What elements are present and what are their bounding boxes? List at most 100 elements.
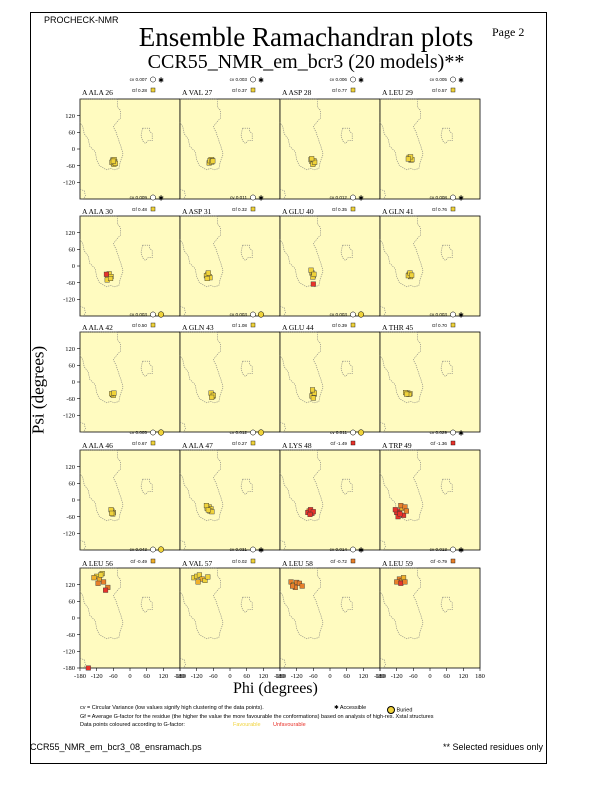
residue-label: A LYS 48 [282,441,312,450]
help-circle-icon [250,311,256,318]
colour-footnote: Data points coloured according to G-fact… [80,722,185,728]
data-point [310,281,316,287]
residue-label: A ALA 46 [82,441,113,450]
help-circle-icon [150,429,156,436]
residue-label: A GLN 41 [382,207,414,216]
y-tick-label: -180 [63,665,75,672]
edge-region-outline [279,306,286,317]
left-handed-region-outline [340,127,353,144]
edge-region-outline [379,189,386,200]
y-tick-label: -120 [63,413,75,420]
gf-value: Gf 0.39 [332,323,348,328]
data-point [299,583,305,589]
data-point [108,276,114,282]
panel-background [379,449,481,551]
y-tick-label: 0 [72,146,75,153]
data-point [202,578,208,584]
x-tick-label: -180 [374,673,386,680]
gf-value: Gf 0.35 [332,207,348,212]
y-tick-label: -60 [66,514,75,521]
gf-value: Gf 0.32 [232,207,248,212]
y-tick-label: 0 [72,497,75,504]
panel-background [79,215,181,317]
panel-background [79,98,181,200]
x-tick-label: 120 [258,673,268,680]
cv-value: cv 0.003 [330,312,348,317]
left-handed-region-outline [140,127,153,144]
data-point [95,580,101,586]
gf-value: Gf 0.77 [332,88,348,93]
cv-value: cv 0.003 [230,77,248,82]
gf-value: Gf -1.36 [430,441,447,446]
help-circle-icon [150,311,156,318]
edge-region-outline [79,658,86,669]
x-tick-label: 120 [458,673,468,680]
data-point [310,395,316,401]
data-point [392,507,398,513]
edge-region-outline [379,306,386,317]
residue-label: A LEU 29 [382,88,413,97]
panel-background [179,215,281,317]
left-handed-region-outline [240,478,253,495]
x-tick-label: -120 [91,673,103,680]
help-circle-icon [150,546,156,553]
y-tick-label: 120 [65,113,75,120]
help-circle-icon [250,546,256,553]
accessible-icon: ✱ [158,195,164,203]
gf-swatch [450,558,456,564]
buried-key: Buried [387,706,412,714]
data-point [103,587,109,593]
gf-swatch [350,322,356,328]
gf-value: Gf 0.48 [132,207,148,212]
ramachandran-panel: cv 0.009 Gf 0.48 ✱ A ALA 30 120 60 0 -60 -120 [63,195,181,317]
data-point [310,509,316,515]
panel-background [179,567,281,669]
data-point [203,503,209,509]
x-tick-label: -120 [191,673,203,680]
residue-label: A GLN 43 [182,323,214,332]
y-tick-label: 60 [69,247,76,254]
left-handed-region-outline [440,360,453,377]
y-tick-label: -60 [66,396,75,403]
ramachandran-panel: cv 0.003 Gf 0.70 ✱ A THR 45 [379,311,481,433]
panel-background [79,567,181,669]
program-name: PROCHECK-NMR [44,15,119,25]
cv-value: cv 0.029 [430,430,448,435]
panel-background [379,567,481,669]
left-handed-region-outline [340,360,353,377]
y-tick-label: 0 [72,379,75,386]
ramachandran-panel: cv 0.003 Gf 0.50 A ALA 42 120 60 0 -60 -120 [63,311,181,433]
y-tick-label: -120 [63,297,75,304]
accessible-icon: ✱ [458,77,464,85]
accessible-icon: ✱ [458,312,464,320]
buried-icon [157,311,165,318]
accessible-icon: ✱ [358,77,364,85]
residue-label: A LEU 58 [282,559,313,568]
y-tick-label: -60 [66,163,75,170]
y-axis-label: Psi (degrees) [28,345,48,435]
left-handed-region-outline [140,244,153,261]
x-tick-label: 0 [328,673,331,680]
gf-swatch [250,440,256,446]
x-tick-label: 180 [475,673,485,680]
data-point [404,391,410,397]
data-point [312,159,318,165]
x-tick-label: 180 [275,673,285,680]
gf-value: Gf 0.37 [232,88,248,93]
data-point [205,270,211,276]
data-point [195,579,201,585]
cv-value: cv 0.006 [330,77,348,82]
accessible-icon: ✱ [358,547,364,555]
data-point [103,271,109,277]
x-tick-label: -120 [291,673,303,680]
gf-swatch [350,558,356,564]
gf-swatch [250,322,256,328]
residue-label: A LEU 56 [82,559,113,568]
edge-region-outline [79,422,86,433]
buried-key-label: Buried [396,707,413,714]
data-point [204,276,210,282]
edge-region-outline [279,422,286,433]
help-circle-icon [450,311,456,318]
gf-swatch [150,322,156,328]
x-tick-label: 60 [143,673,150,680]
